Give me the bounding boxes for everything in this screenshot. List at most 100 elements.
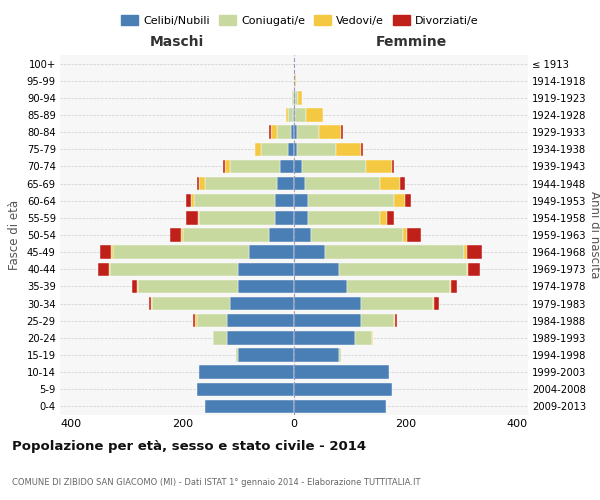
Bar — [308, 211, 380, 224]
Bar — [395, 314, 397, 328]
Bar — [294, 142, 297, 156]
Bar — [227, 314, 294, 328]
Bar — [294, 280, 347, 293]
Bar — [138, 280, 238, 293]
Bar — [361, 142, 362, 156]
Bar — [100, 246, 111, 259]
Bar — [294, 400, 386, 413]
Bar — [111, 246, 113, 259]
Bar — [187, 211, 197, 224]
Bar — [394, 194, 406, 207]
Bar — [196, 314, 197, 328]
Bar — [182, 228, 269, 241]
Bar — [294, 366, 389, 379]
Bar — [347, 280, 450, 293]
Text: Femmine: Femmine — [376, 35, 446, 49]
Bar — [387, 211, 394, 224]
Legend: Celibi/Nubili, Coniugati/e, Vedovi/e, Divorziati/e: Celibi/Nubili, Coniugati/e, Vedovi/e, Di… — [117, 10, 483, 30]
Bar — [294, 382, 392, 396]
Bar — [98, 262, 109, 276]
Bar — [170, 228, 181, 241]
Bar — [311, 228, 403, 241]
Bar — [341, 126, 343, 139]
Bar — [294, 211, 308, 224]
Bar — [277, 126, 291, 139]
Bar — [355, 331, 372, 344]
Bar — [223, 160, 226, 173]
Bar — [338, 348, 341, 362]
Bar — [297, 126, 319, 139]
Bar — [230, 160, 280, 173]
Bar — [194, 194, 275, 207]
Bar — [297, 142, 336, 156]
Bar — [319, 126, 341, 139]
Bar — [469, 262, 479, 276]
Bar — [295, 91, 298, 104]
Bar — [464, 246, 467, 259]
Bar — [380, 177, 400, 190]
Bar — [295, 74, 296, 88]
Y-axis label: Fasce di età: Fasce di età — [8, 200, 21, 270]
Bar — [298, 91, 302, 104]
Bar — [361, 314, 394, 328]
Y-axis label: Anni di nascita: Anni di nascita — [587, 192, 600, 278]
Bar — [451, 280, 457, 293]
Bar — [152, 297, 230, 310]
Bar — [181, 228, 182, 241]
Bar — [407, 228, 421, 241]
Bar — [275, 211, 294, 224]
Bar — [199, 177, 205, 190]
Bar — [361, 297, 433, 310]
Bar — [197, 177, 199, 190]
Bar — [238, 262, 294, 276]
Bar — [467, 262, 469, 276]
Bar — [293, 108, 294, 122]
Bar — [294, 160, 302, 173]
Bar — [294, 348, 338, 362]
Bar — [269, 228, 294, 241]
Bar — [403, 228, 407, 241]
Bar — [450, 280, 451, 293]
Bar — [289, 142, 294, 156]
Bar — [238, 348, 294, 362]
Bar — [294, 246, 325, 259]
Bar — [260, 142, 289, 156]
Bar — [275, 194, 294, 207]
Bar — [380, 211, 387, 224]
Bar — [294, 177, 305, 190]
Bar — [132, 280, 137, 293]
Bar — [193, 314, 196, 328]
Bar — [226, 160, 230, 173]
Bar — [294, 91, 295, 104]
Bar — [294, 108, 295, 122]
Bar — [434, 297, 439, 310]
Bar — [338, 262, 467, 276]
Bar — [250, 246, 294, 259]
Bar — [197, 382, 294, 396]
Bar — [197, 314, 227, 328]
Bar — [294, 194, 308, 207]
Bar — [292, 91, 294, 104]
Text: Popolazione per età, sesso e stato civile - 2014: Popolazione per età, sesso e stato civil… — [12, 440, 366, 453]
Bar — [199, 211, 275, 224]
Bar — [294, 228, 311, 241]
Bar — [255, 142, 260, 156]
Bar — [205, 177, 277, 190]
Bar — [238, 280, 294, 293]
Bar — [294, 314, 361, 328]
Bar — [280, 160, 294, 173]
Bar — [467, 246, 482, 259]
Bar — [286, 108, 289, 122]
Bar — [294, 126, 297, 139]
Bar — [113, 246, 250, 259]
Bar — [336, 142, 361, 156]
Text: Maschi: Maschi — [150, 35, 204, 49]
Bar — [367, 160, 392, 173]
Bar — [325, 246, 464, 259]
Bar — [235, 348, 238, 362]
Text: COMUNE DI ZIBIDO SAN GIACOMO (MI) - Dati ISTAT 1° gennaio 2014 - Elaborazione TU: COMUNE DI ZIBIDO SAN GIACOMO (MI) - Dati… — [12, 478, 421, 487]
Bar — [406, 194, 411, 207]
Bar — [306, 108, 323, 122]
Bar — [187, 194, 191, 207]
Bar — [400, 177, 406, 190]
